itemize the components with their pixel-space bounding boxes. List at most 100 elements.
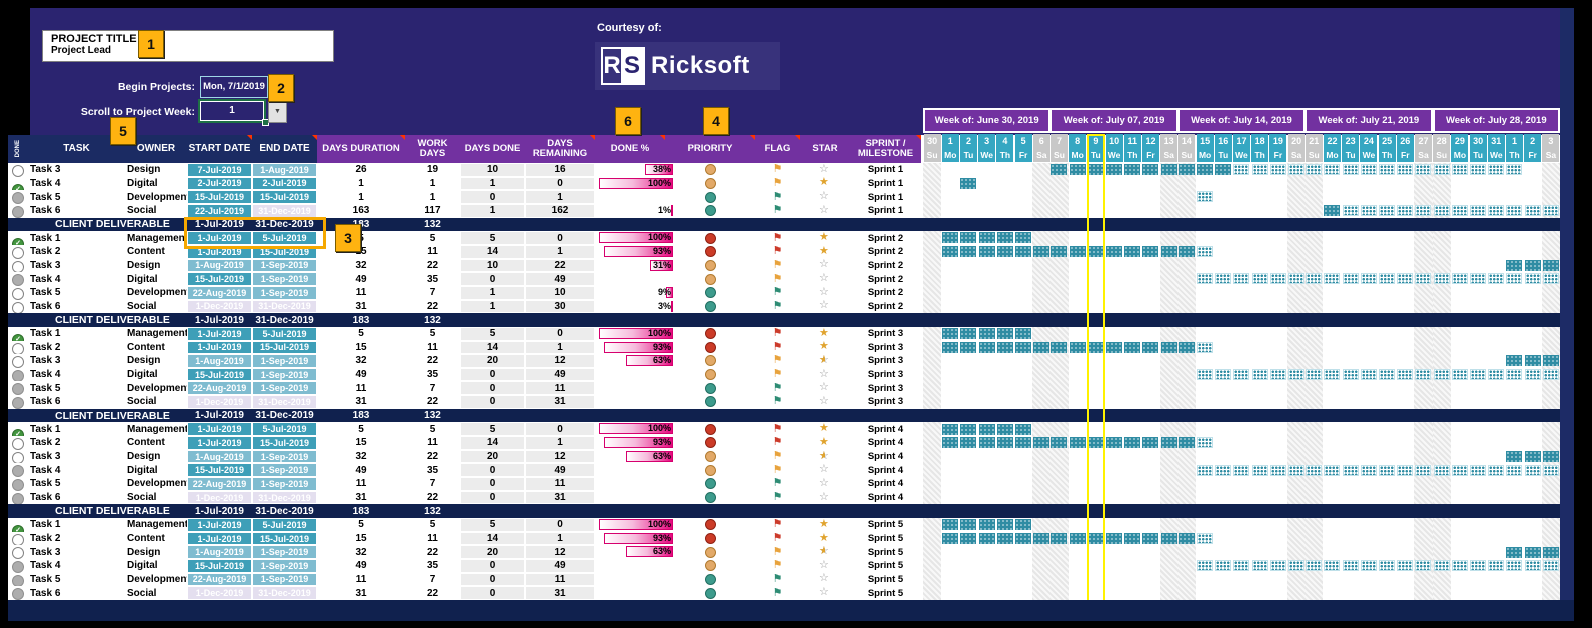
flag-cell[interactable]: ⚑ [755, 491, 800, 505]
priority-cell[interactable] [665, 327, 755, 341]
sprint-cell[interactable]: Sprint 2 [867, 300, 904, 312]
flag-amber-icon[interactable]: ⚑ [772, 463, 783, 476]
done-pct-cell[interactable] [597, 477, 673, 491]
star-cell[interactable]: ☆ [800, 259, 850, 273]
star-cell[interactable]: ★ [800, 422, 850, 436]
owner-cell[interactable]: Development [127, 287, 189, 299]
start-date-cell[interactable]: 1-Dec-2019 [187, 395, 252, 409]
days-remaining-cell[interactable]: 1 [525, 436, 595, 450]
days-done-cell[interactable]: 5 [460, 422, 525, 437]
flag-cell[interactable]: ⚑ [755, 272, 800, 286]
flag-green-icon[interactable]: ⚑ [772, 572, 783, 585]
star-cell[interactable]: ☆ [800, 463, 850, 477]
priority-cell[interactable] [665, 272, 755, 286]
status-cell[interactable]: ✓ [8, 422, 28, 437]
status-complete-icon[interactable]: ✓ [12, 333, 24, 341]
star-outline-icon[interactable]: ☆ [819, 490, 829, 503]
sprint-cell[interactable]: Sprint 1 [867, 191, 904, 203]
work-days-cell[interactable]: 11 [427, 533, 438, 545]
flag-cell[interactable]: ⚑ [755, 341, 800, 355]
star-gold-icon[interactable]: ★ [819, 518, 829, 530]
priority-green-icon[interactable] [704, 587, 716, 599]
flag-green-icon[interactable]: ⚑ [772, 381, 783, 394]
deliverable-start-value[interactable]: 1-Jul-2019 [195, 314, 244, 326]
work-days-cell[interactable]: 22 [426, 451, 439, 463]
deliverable-end-value[interactable]: 31-Dec-2019 [255, 505, 314, 517]
days-remaining-cell[interactable]: 0 [525, 326, 595, 341]
done-pct-cell[interactable]: 31% [597, 259, 673, 273]
days-remaining-cell[interactable]: 0 [525, 422, 595, 437]
priority-cell[interactable] [665, 586, 755, 600]
days-duration-cell[interactable]: 15 [355, 437, 367, 449]
days-done-cell[interactable]: 5 [460, 326, 525, 341]
star-gold-icon[interactable]: ★ [819, 231, 829, 244]
flag-cell[interactable]: ⚑ [755, 532, 800, 546]
days-remaining-cell[interactable]: 22 [525, 258, 595, 273]
star-cell[interactable]: ☆ [800, 190, 850, 204]
task-name-cell[interactable]: Task 4 [30, 177, 61, 189]
task-name-cell[interactable]: Task 3 [30, 451, 61, 463]
work-days-cell[interactable]: 7 [429, 287, 436, 299]
sprint-cell[interactable]: Sprint 4 [867, 492, 904, 504]
work-days-cell[interactable]: 22 [426, 587, 439, 599]
flag-red-icon[interactable]: ⚑ [772, 340, 783, 353]
days-done-cell[interactable]: 10 [460, 258, 525, 273]
owner-cell[interactable]: Design [127, 259, 161, 271]
sprint-cell[interactable]: Sprint 3 [867, 355, 904, 367]
done-pct-cell[interactable]: 9% [597, 286, 673, 300]
end-date-cell[interactable]: 1-Sep-2019 [252, 285, 317, 300]
star-cell[interactable]: ★ [800, 327, 850, 341]
status-cell[interactable] [8, 245, 28, 259]
flag-cell[interactable]: ⚑ [755, 300, 800, 314]
star-cell[interactable]: ☆ [800, 368, 850, 382]
days-done-cell[interactable]: 0 [460, 272, 525, 286]
days-duration-cell[interactable]: 31 [355, 492, 367, 504]
task-name-cell[interactable]: Task 2 [30, 341, 61, 353]
star-outline-icon[interactable]: ☆ [819, 299, 829, 312]
task-name-cell[interactable]: Task 6 [30, 396, 61, 408]
star-cell[interactable]: ★ ☆ [800, 545, 850, 559]
task-name-cell[interactable]: Task 3 [30, 164, 61, 176]
status-open-icon[interactable] [12, 342, 24, 355]
start-date-cell[interactable]: 1-Jul-2019 [187, 231, 252, 245]
priority-cell[interactable] [665, 450, 755, 464]
priority-amber-icon[interactable] [704, 369, 716, 381]
priority-green-icon[interactable] [704, 396, 716, 408]
flag-cell[interactable]: ⚑ [755, 463, 800, 477]
status-cell[interactable] [8, 204, 28, 218]
days-done-cell[interactable]: 0 [460, 572, 525, 587]
task-name-cell[interactable]: Task 3 [30, 546, 61, 558]
days-done-cell[interactable]: 1 [460, 176, 525, 191]
priority-cell[interactable] [665, 422, 755, 436]
done-pct-cell[interactable]: 100% [597, 231, 673, 245]
priority-red-icon[interactable] [704, 232, 716, 244]
priority-cell[interactable] [665, 573, 755, 587]
status-cell[interactable]: ✓ [8, 327, 28, 341]
priority-red-icon[interactable] [704, 328, 716, 340]
flag-cell[interactable]: ⚑ [755, 327, 800, 341]
priority-cell[interactable] [665, 341, 755, 355]
status-cell[interactable] [8, 190, 28, 204]
sprint-cell[interactable]: Sprint 4 [867, 464, 904, 476]
flag-cell[interactable]: ⚑ [755, 163, 800, 177]
star-outline-icon[interactable]: ☆ [819, 203, 829, 216]
task-name-cell[interactable]: Task 1 [30, 328, 61, 340]
owner-cell[interactable]: Social [127, 587, 157, 599]
owner-cell[interactable]: Management [127, 232, 189, 244]
sprint-cell[interactable]: Sprint 4 [867, 437, 904, 449]
done-pct-cell[interactable]: 93% [597, 245, 673, 259]
days-duration-cell[interactable]: 49 [355, 464, 367, 476]
work-days-cell[interactable]: 117 [424, 205, 441, 217]
status-cell[interactable] [8, 368, 28, 382]
sprint-cell[interactable]: Sprint 3 [867, 369, 904, 381]
priority-green-icon[interactable] [704, 191, 716, 203]
priority-green-icon[interactable] [704, 287, 716, 299]
work-days-cell[interactable]: 22 [426, 355, 439, 367]
days-duration-cell[interactable]: 15 [355, 246, 367, 258]
days-duration-cell[interactable]: 5 [358, 519, 364, 531]
owner-cell[interactable]: Design [127, 451, 161, 463]
days-remaining-cell[interactable]: 1 [525, 190, 595, 204]
days-done-cell[interactable]: 0 [460, 586, 525, 600]
start-date-cell[interactable]: 1-Jul-2019 [187, 422, 252, 437]
sprint-cell[interactable]: Sprint 2 [867, 287, 904, 299]
